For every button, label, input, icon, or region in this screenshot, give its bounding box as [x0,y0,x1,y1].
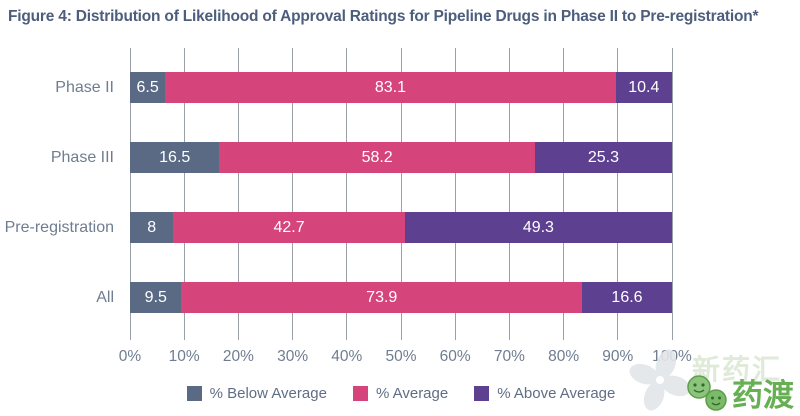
bar-segment: 16.6 [582,282,672,313]
bar-value-label: 73.9 [366,288,398,306]
x-tick-label: 60% [439,348,471,365]
bar-segment: 49.3 [404,212,672,243]
bar-value-label: 49.3 [522,218,554,236]
bar-value-label: 6.5 [136,78,159,96]
yaodu-brand-text: 药渡 [732,378,794,413]
x-tick-label: 50% [385,348,417,365]
legend-label: % Below Average [209,385,327,402]
bar-segment: 73.9 [181,282,583,313]
bar-value-label: 10.4 [628,78,660,96]
x-tick-label: 80% [548,348,580,365]
bar-value-label: 9.5 [144,288,167,306]
bar-segment: 6.5 [130,72,166,103]
bar-value-label: 8 [147,218,157,236]
gridline [237,48,239,340]
bar-value-label: 58.2 [361,148,393,166]
gridline [563,48,565,340]
legend-item: % Below Average [186,385,327,402]
gridline [292,48,294,340]
legend-label: % Above Average [497,385,616,402]
gridline [129,48,131,340]
x-tick-label: 10% [168,348,200,365]
bar-segment: 9.5 [130,282,182,313]
x-tick-label: 90% [602,348,634,365]
bar-segment: 25.3 [534,142,672,173]
y-axis-label: Pre-registration [4,219,114,236]
x-tick-label: 40% [331,348,363,365]
gridline [671,48,673,340]
bar-value-label: 42.7 [273,218,305,236]
legend-label: % Average [375,385,449,402]
bar-segment: 10.4 [615,72,672,103]
legend-swatch [474,386,490,401]
gridline [617,48,619,340]
legend-swatch [352,386,368,401]
y-axis-label: Phase III [50,149,114,166]
bar-value-label: 16.6 [611,288,643,306]
bar-row: 9.5 73.9 16.6 [130,282,672,313]
gridline [183,48,185,340]
x-tick-label: 30% [277,348,309,365]
bar-value-label: 16.5 [159,148,191,166]
bar-segment: 16.5 [130,142,220,173]
legend: % Below Average % Average % Above Average [130,385,672,402]
bar-value-label: 83.1 [374,78,406,96]
bar-segment: 8 [130,212,174,243]
clover-watermark-icon [629,349,691,411]
x-tick-label: 70% [493,348,525,365]
y-axis-labels: Phase II Phase III Pre-registration All [0,48,122,340]
x-tick-label: 0% [118,348,142,365]
legend-item: % Above Average [474,385,615,402]
bar-segment: 83.1 [165,72,616,103]
bar-segment: 42.7 [173,212,405,243]
gridline [400,48,402,340]
bar-row: 16.5 58.2 25.3 [130,142,672,173]
legend-item: % Average [352,385,449,402]
bar-segment: 58.2 [219,142,535,173]
plot-area: 6.5 83.1 10.4 16.5 58.2 25.3 8 42.7 49.3 9.5 73.9 1… [119,48,692,365]
bar-row: 8 42.7 49.3 [130,212,672,243]
gridline [346,48,348,340]
legend-swatch [186,386,202,401]
y-axis-label: All [96,289,114,306]
x-tick-label: 20% [222,348,254,365]
bar-row: 6.5 83.1 10.4 [130,72,672,103]
gridline [454,48,456,340]
figure-title: Figure 4: Distribution of Likelihood of … [8,8,759,25]
gridline [508,48,510,340]
yaodu-logo-icon [687,375,727,411]
bar-value-label: 25.3 [587,148,619,166]
y-axis-label: Phase II [55,79,114,96]
